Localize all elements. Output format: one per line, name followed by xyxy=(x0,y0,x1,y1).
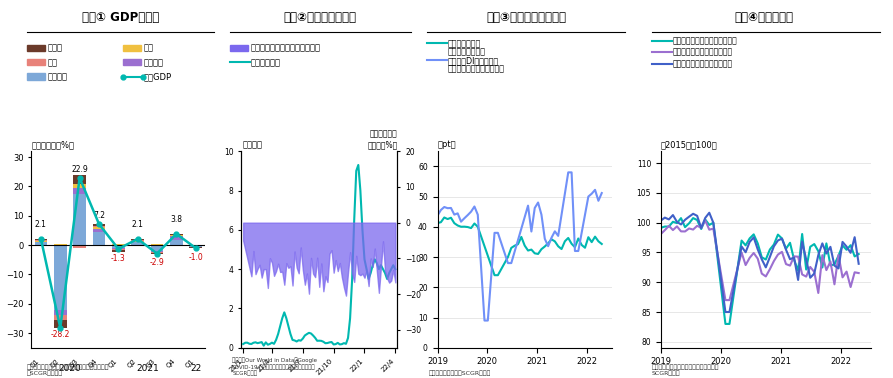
Bar xyxy=(35,241,47,242)
Bar xyxy=(54,320,67,328)
Text: 図表③　消費者マインド: 図表③ 消費者マインド xyxy=(487,11,567,24)
Text: （出所：内閣府より住友商事グローバルリサーチ
（SCGR）作成）: （出所：内閣府より住友商事グローバルリサーチ （SCGR）作成） xyxy=(27,364,109,376)
Text: -2.9: -2.9 xyxy=(150,258,164,267)
Bar xyxy=(170,236,183,240)
Text: 3.8: 3.8 xyxy=(171,215,182,224)
Text: 消費総合指数（実質）・内閣府: 消費総合指数（実質）・内閣府 xyxy=(672,36,738,45)
Text: 2.1: 2.1 xyxy=(132,220,144,229)
Text: 図表① GDP成長率: 図表① GDP成長率 xyxy=(82,11,159,24)
Bar xyxy=(112,245,125,248)
Text: 7.2: 7.2 xyxy=(93,211,105,220)
Bar xyxy=(93,226,105,227)
Bar xyxy=(35,242,47,245)
Text: 純輸出: 純輸出 xyxy=(47,43,63,53)
Bar xyxy=(54,310,67,316)
Text: （出所：内閣府よりSCGR作成）: （出所：内閣府よりSCGR作成） xyxy=(429,370,491,376)
Bar xyxy=(73,194,86,245)
Bar xyxy=(112,250,125,253)
Text: 図表④　個人消費: 図表④ 個人消費 xyxy=(734,11,793,24)
Bar xyxy=(73,175,86,184)
Text: （万人）: （万人） xyxy=(243,140,263,149)
Text: （pt）: （pt） xyxy=(438,140,456,149)
Text: 22: 22 xyxy=(190,364,201,373)
Text: 現状判断DI・家計動向: 現状判断DI・家計動向 xyxy=(447,56,498,65)
Text: 公需: 公需 xyxy=(144,43,154,53)
Bar xyxy=(151,244,163,245)
Bar xyxy=(131,242,144,245)
Bar xyxy=(151,253,163,254)
Bar xyxy=(131,239,144,240)
Text: 実質GDP: 実質GDP xyxy=(144,72,171,81)
Text: 消費者態度指数: 消費者態度指数 xyxy=(447,39,480,48)
Text: 2020: 2020 xyxy=(59,364,81,373)
Bar xyxy=(151,245,163,251)
Bar xyxy=(170,234,183,235)
Text: 実質総消費動向指数・総務省: 実質総消費動向指数・総務省 xyxy=(672,48,732,57)
Bar xyxy=(189,245,202,246)
Bar xyxy=(170,240,183,245)
Bar xyxy=(54,316,67,320)
Text: 在庫: 在庫 xyxy=(47,58,57,67)
Bar xyxy=(93,224,105,226)
Text: （基準値から
の変動率%）: （基準値から の変動率%） xyxy=(367,130,397,149)
Bar xyxy=(170,235,183,236)
Text: 2021: 2021 xyxy=(136,364,159,373)
Text: （消費動向調査）: （消費動向調査） xyxy=(447,48,486,57)
Text: 個人消費: 個人消費 xyxy=(47,72,67,81)
Text: -1.0: -1.0 xyxy=(188,253,203,262)
Text: 2.1: 2.1 xyxy=(35,220,46,229)
Text: （前期比年率%）: （前期比年率%） xyxy=(31,140,74,149)
Text: （景気ウォッチャー調査）: （景気ウォッチャー調査） xyxy=(447,65,505,74)
Bar xyxy=(73,245,86,248)
Text: 民間投資: 民間投資 xyxy=(144,58,163,67)
Bar xyxy=(151,251,163,252)
Text: -1.3: -1.3 xyxy=(111,254,126,263)
Bar xyxy=(93,227,105,229)
Bar xyxy=(73,184,86,188)
Bar xyxy=(112,249,125,250)
Bar xyxy=(151,252,163,253)
Bar xyxy=(54,245,67,310)
Text: （出所：Our World in Data、Google
COVID-19:コミュニティモビリティレポートより
SCGR作成）: （出所：Our World in Data、Google COVID-19:コミ… xyxy=(232,358,317,376)
Bar xyxy=(93,232,105,245)
Bar xyxy=(73,188,86,194)
Text: -28.2: -28.2 xyxy=(51,330,70,339)
Bar xyxy=(35,239,47,240)
Text: （出所：総務省、内閣府、日本銀行より
SCGR作成）: （出所：総務省、内閣府、日本銀行より SCGR作成） xyxy=(652,364,720,376)
Bar xyxy=(189,246,202,247)
Text: モビリティ（小売・娯楽・右）: モビリティ（小売・娯楽・右） xyxy=(251,43,321,53)
Text: 新規感染者数: 新規感染者数 xyxy=(251,58,281,67)
Text: 22.9: 22.9 xyxy=(71,165,88,174)
Bar xyxy=(112,248,125,249)
Text: 実質消費活動指数・日本銀行: 実質消費活動指数・日本銀行 xyxy=(672,59,732,68)
Bar xyxy=(93,229,105,232)
Bar xyxy=(131,241,144,242)
Text: （2015年＝100）: （2015年＝100） xyxy=(661,140,718,149)
Text: 図表②　感染者と移動: 図表② 感染者と移動 xyxy=(283,11,356,24)
